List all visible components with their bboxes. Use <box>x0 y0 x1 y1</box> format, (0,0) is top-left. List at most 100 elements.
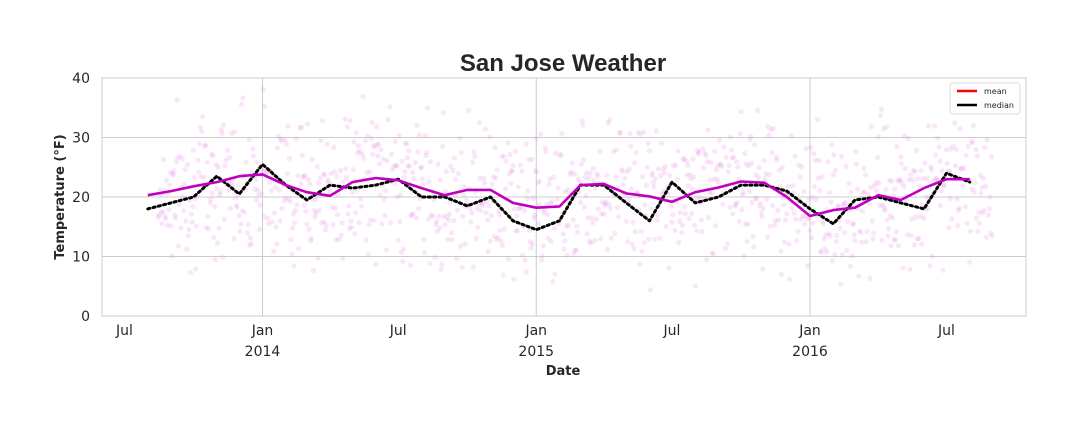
data-point <box>874 155 881 161</box>
data-point <box>738 109 744 115</box>
data-point <box>626 166 632 172</box>
data-point <box>939 168 945 174</box>
data-point <box>420 182 426 188</box>
data-point <box>936 144 942 150</box>
data-point <box>201 174 207 180</box>
data-point <box>675 148 681 154</box>
data-point <box>689 186 695 192</box>
data-point <box>881 205 887 211</box>
data-point <box>455 171 461 177</box>
data-point <box>436 214 442 220</box>
data-point <box>460 192 467 198</box>
data-point <box>577 199 584 205</box>
data-point <box>405 163 411 169</box>
data-point <box>215 164 221 170</box>
data-point <box>639 248 645 254</box>
data-point <box>423 152 429 159</box>
data-point <box>217 192 223 198</box>
data-point <box>529 241 536 247</box>
data-point <box>650 180 656 186</box>
data-point <box>223 157 229 163</box>
data-point <box>617 130 623 136</box>
data-point <box>239 208 245 214</box>
data-point <box>685 162 691 168</box>
data-point <box>847 263 854 269</box>
data-point <box>989 233 995 239</box>
data-point <box>433 221 439 227</box>
data-point <box>889 178 895 184</box>
data-point <box>918 168 924 174</box>
data-point <box>823 232 829 238</box>
data-point <box>372 144 378 150</box>
data-point <box>599 199 605 205</box>
data-point <box>435 161 441 167</box>
data-point <box>397 219 403 225</box>
data-point <box>346 225 353 231</box>
data-point <box>542 145 548 151</box>
data-point <box>409 169 416 175</box>
data-point <box>231 235 237 242</box>
data-point <box>805 263 811 269</box>
data-point <box>458 149 464 155</box>
data-point <box>899 180 905 186</box>
data-point <box>848 189 854 195</box>
data-point <box>832 252 838 258</box>
data-point <box>897 177 903 183</box>
data-point <box>243 159 249 165</box>
data-point <box>795 228 801 235</box>
data-point <box>779 164 785 171</box>
legend-label-mean: mean <box>984 87 1007 96</box>
data-point <box>763 196 770 202</box>
data-point <box>759 214 765 220</box>
data-point <box>254 159 260 165</box>
data-point <box>653 128 659 134</box>
x-axis-label: Date <box>546 364 581 379</box>
data-point <box>490 174 497 180</box>
data-point <box>347 117 353 123</box>
data-point <box>616 130 623 136</box>
data-point <box>776 167 782 173</box>
data-point <box>187 269 194 276</box>
data-point <box>727 204 733 211</box>
data-point <box>913 214 919 220</box>
data-point <box>684 172 690 178</box>
data-point <box>407 262 413 268</box>
data-point <box>334 173 340 180</box>
data-point <box>193 223 200 229</box>
data-point <box>300 174 306 180</box>
data-point <box>526 157 532 163</box>
data-point <box>925 123 932 129</box>
data-point <box>473 235 479 242</box>
data-point <box>549 198 555 205</box>
data-point <box>307 238 314 244</box>
data-point <box>747 137 753 143</box>
data-point <box>979 210 986 216</box>
legend: mean median <box>949 82 1021 115</box>
data-point <box>679 230 685 236</box>
data-point <box>914 236 920 242</box>
data-point <box>198 174 204 180</box>
data-point <box>967 259 973 265</box>
data-point <box>325 179 331 186</box>
data-point <box>804 216 810 222</box>
data-point <box>292 220 298 226</box>
data-point <box>508 168 515 174</box>
data-point <box>494 167 500 173</box>
data-point <box>353 130 359 136</box>
data-point <box>310 267 317 273</box>
data-point <box>850 220 857 227</box>
data-point <box>769 203 776 209</box>
data-point <box>568 169 575 175</box>
data-point <box>535 180 541 186</box>
data-point <box>563 223 569 229</box>
data-point <box>893 229 899 235</box>
data-point <box>928 167 935 173</box>
data-point <box>467 205 473 211</box>
data-point <box>846 180 852 186</box>
data-point <box>380 156 386 162</box>
data-point <box>543 149 549 155</box>
data-point <box>508 180 514 186</box>
data-point <box>395 237 401 243</box>
data-point <box>421 236 427 243</box>
data-point <box>696 149 702 155</box>
